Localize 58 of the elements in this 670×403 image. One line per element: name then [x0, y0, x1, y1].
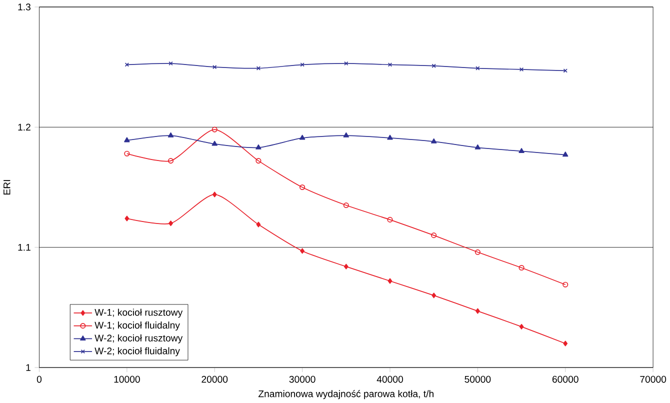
y-axis-title: ERI [4, 180, 10, 195]
point [518, 148, 524, 154]
point [299, 134, 306, 140]
x-tick-label: 30000 [289, 376, 316, 383]
point [388, 278, 392, 284]
x-tick-label: 0 [36, 376, 42, 383]
point [256, 144, 262, 150]
y-tick-label: 1 [26, 364, 30, 371]
x-tick-label: 50000 [464, 376, 491, 383]
point [300, 248, 305, 254]
point [518, 265, 524, 271]
point [256, 66, 261, 71]
point [168, 158, 174, 164]
x-tick-label: 60000 [552, 376, 578, 383]
y-tick-label: 1.2 [18, 124, 30, 131]
point [168, 132, 174, 138]
x-axis-title: Znamionowa wydajność parowa kotła, t/h [258, 390, 434, 400]
point [212, 192, 217, 198]
point [519, 68, 524, 72]
y-tick-label: 1.1 [18, 244, 30, 251]
point [344, 264, 348, 270]
point [387, 134, 393, 140]
point [300, 184, 306, 190]
point [476, 66, 480, 71]
point [563, 340, 568, 346]
point [431, 232, 437, 238]
point [431, 138, 437, 144]
point [168, 220, 173, 226]
point [124, 216, 130, 222]
point [519, 324, 524, 330]
point [432, 64, 436, 68]
legend-label: W-1; kocioł fluidalny [94, 322, 180, 331]
point [432, 292, 436, 298]
point [474, 250, 480, 256]
point [474, 144, 481, 150]
point [344, 62, 348, 66]
point [343, 132, 349, 138]
point [475, 308, 480, 314]
point [343, 202, 349, 208]
x-tick-label: 20000 [202, 376, 228, 383]
point [212, 65, 217, 70]
point [388, 62, 392, 67]
point [256, 158, 262, 164]
point [168, 62, 173, 66]
y-tick-label: 1.3 [18, 4, 30, 11]
point [256, 222, 261, 228]
legend-label: W-2; kocioł rusztowy [94, 334, 183, 344]
point [300, 62, 304, 67]
point [212, 126, 218, 132]
point [562, 152, 568, 157]
x-tick-label: 40000 [376, 376, 403, 383]
point [387, 217, 393, 223]
x-tick-label: 70000 [640, 376, 666, 383]
point [212, 140, 218, 146]
x-tick-label: 10000 [114, 376, 140, 383]
legend-label: W-1; kocioł rusztowy [94, 308, 183, 318]
point [124, 137, 130, 142]
legend-label: W-2; kocioł fluidalny [94, 347, 180, 356]
